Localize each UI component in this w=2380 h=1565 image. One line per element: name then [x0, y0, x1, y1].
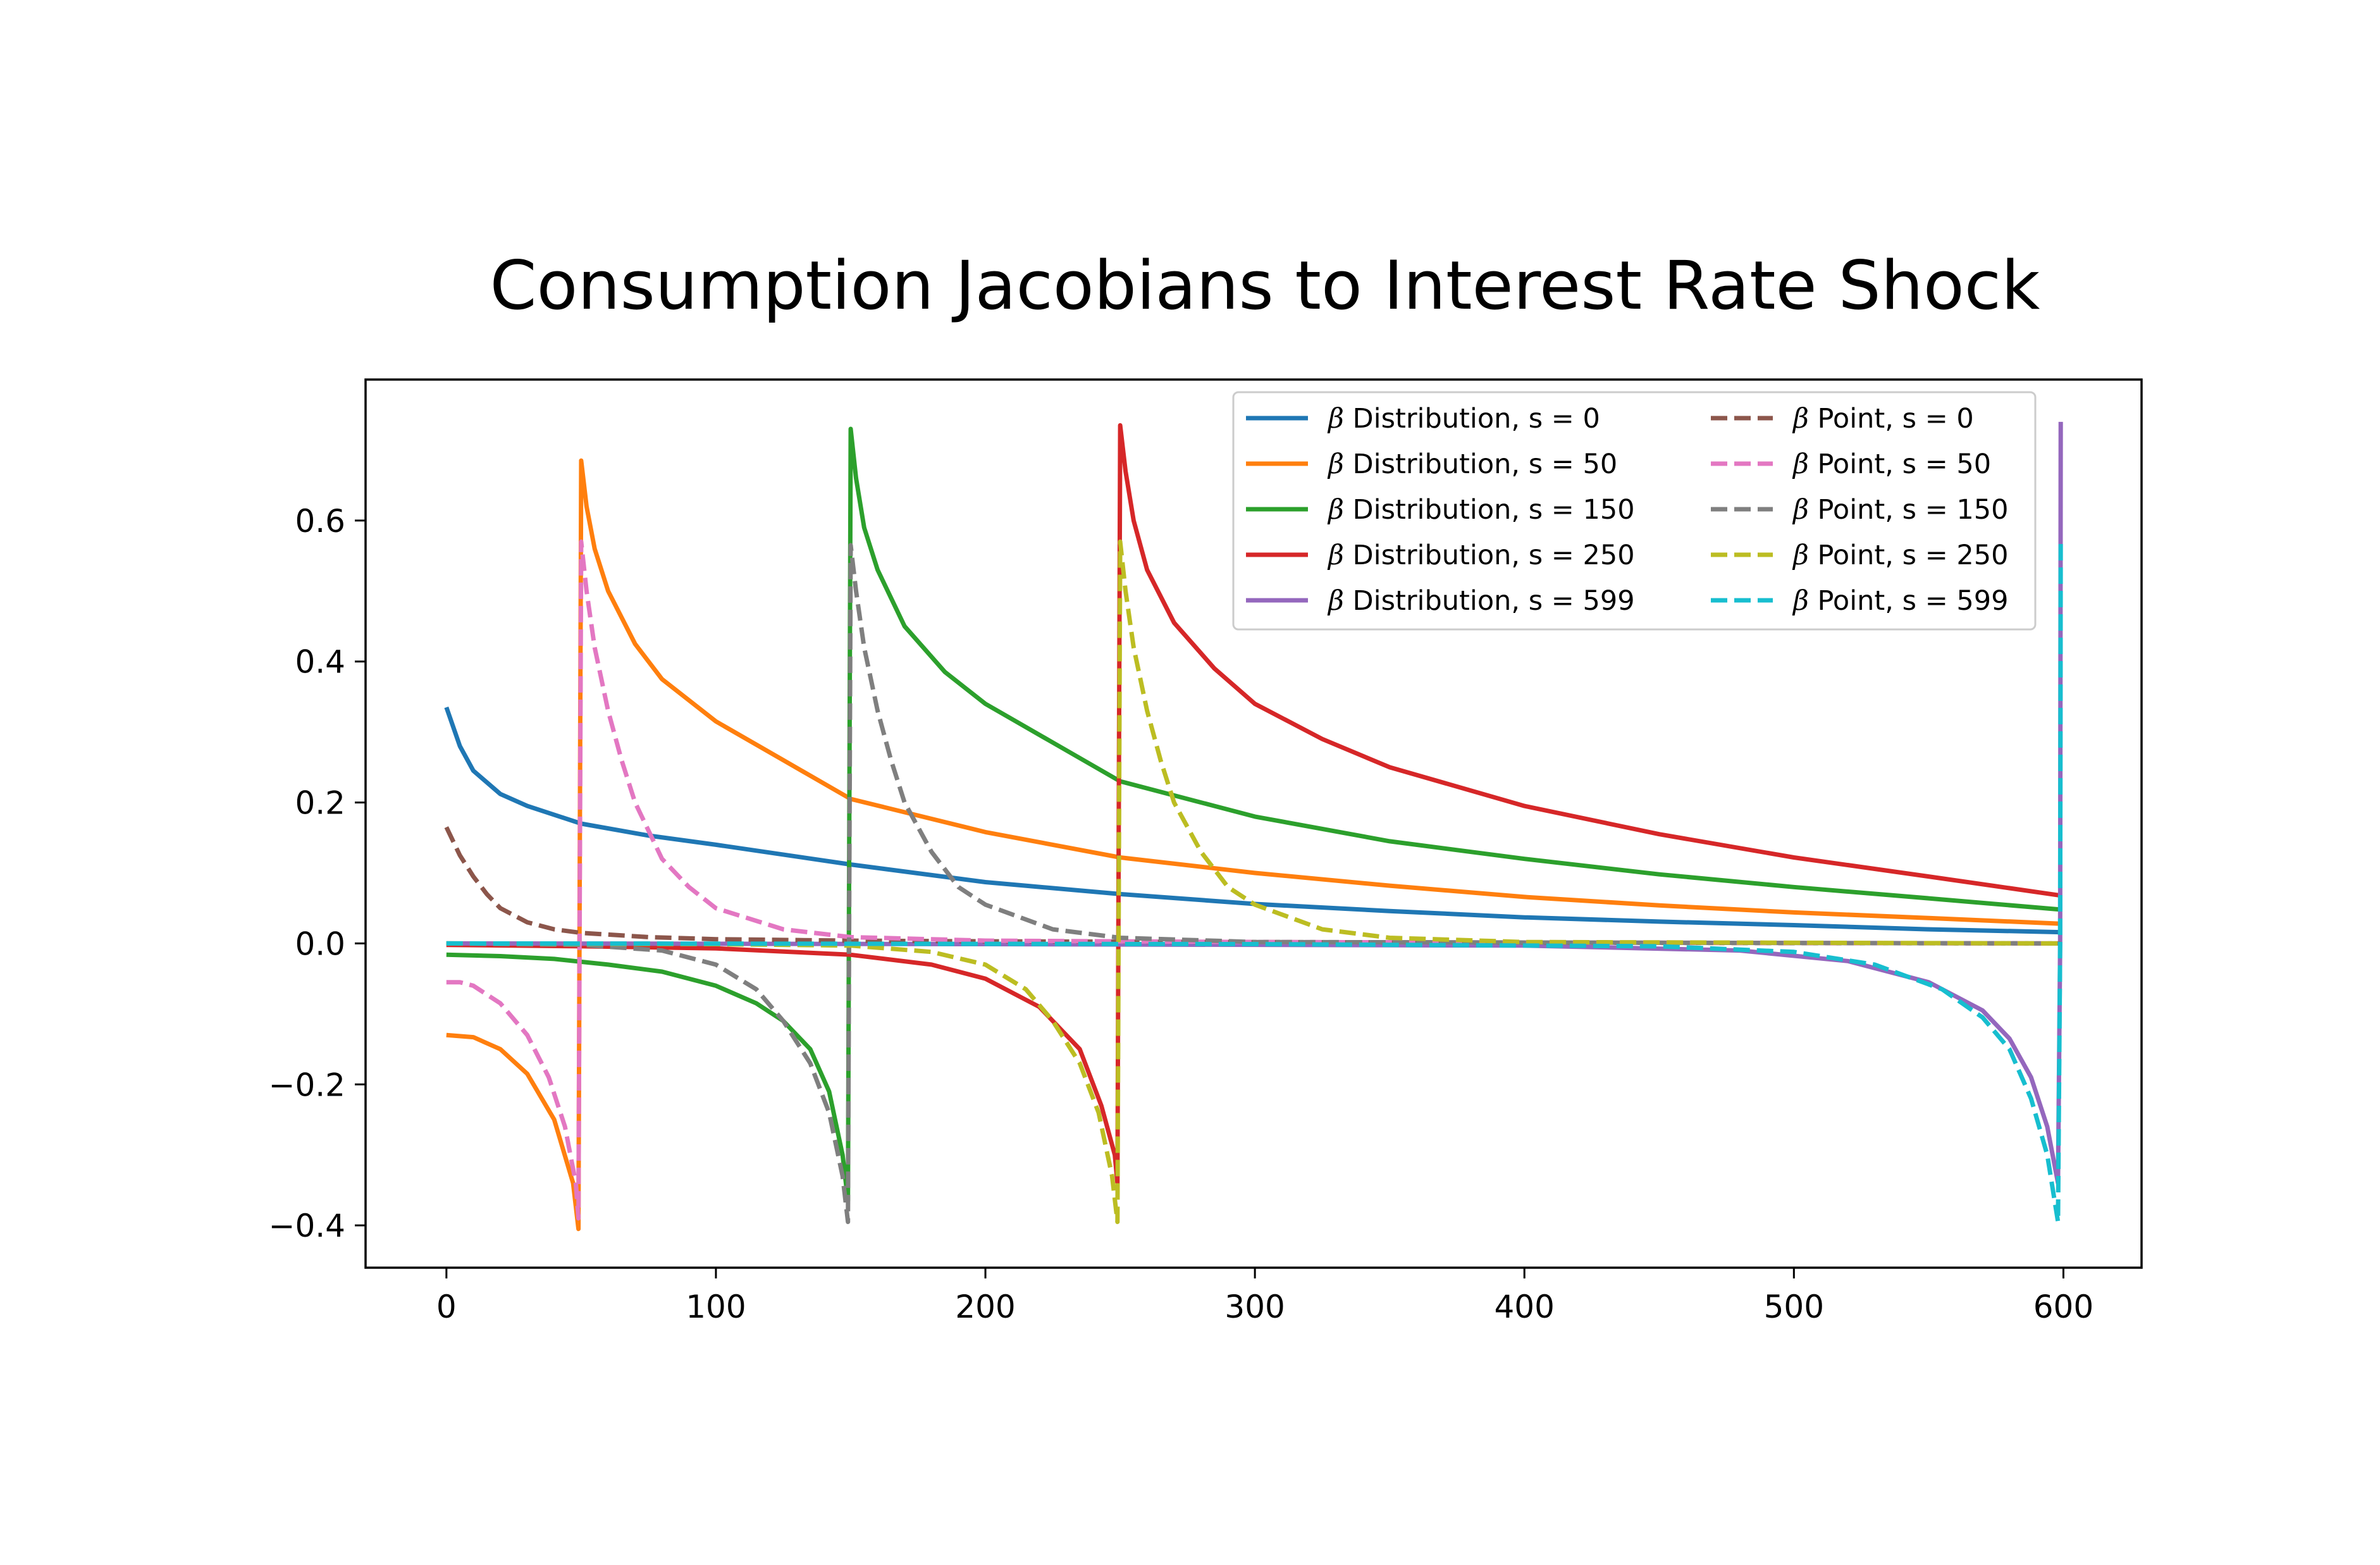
series-line	[446, 423, 2061, 1185]
series-line	[446, 426, 2061, 1203]
series-line	[446, 543, 2061, 1225]
series-line	[446, 458, 2061, 1232]
series-line	[446, 539, 2061, 1221]
y-tick-label: −0.4	[269, 1208, 345, 1244]
legend-entry-label: β Distribution, s = 599	[1327, 585, 1635, 617]
x-tick-label: 100	[686, 1289, 746, 1325]
x-tick-label: 300	[1224, 1289, 1285, 1325]
y-tick-label: 0.0	[295, 925, 345, 962]
legend-entry-label: β Point, s = 0	[1792, 403, 1974, 435]
legend-entry-label: β Point, s = 50	[1792, 448, 1991, 480]
legend-entry-label: β Distribution, s = 50	[1327, 448, 1617, 480]
series-layer	[444, 421, 2063, 1232]
plot-area: 0 100 200 300 400 500 600 −0.4 −0.2 0.0 0.2 0.4 0.6	[269, 378, 2143, 1325]
y-tick-label: 0.4	[295, 644, 345, 681]
x-tick-label: 0	[436, 1289, 457, 1325]
legend-entry-label: β Point, s = 250	[1792, 540, 2008, 571]
series-line	[446, 541, 2063, 1225]
series-line	[446, 539, 2061, 1225]
axes-frame	[364, 378, 2143, 1269]
y-tick-label: 0.2	[295, 785, 345, 822]
legend-entry-label: β Point, s = 150	[1792, 494, 2008, 526]
x-tick-label: 500	[1764, 1289, 1824, 1325]
x-axis: 0 100 200 300 400 500 600	[436, 1268, 2093, 1325]
legend-entry-label: β Point, s = 599	[1792, 585, 2008, 617]
x-tick-label: 400	[1495, 1289, 1555, 1325]
y-tick-label: 0.6	[295, 503, 345, 540]
series-line	[444, 706, 2061, 935]
y-tick-label: −0.2	[269, 1067, 345, 1103]
chart-title: Consumption Jacobians to Interest Rate S…	[490, 247, 2041, 325]
x-tick-label: 600	[2033, 1289, 2093, 1325]
legend-entry-label: β Distribution, s = 150	[1327, 494, 1635, 526]
x-tick-label: 200	[955, 1289, 1015, 1325]
legend-entry-label: β Distribution, s = 250	[1327, 540, 1635, 571]
legend-entry-label: β Distribution, s = 0	[1327, 403, 1600, 435]
legend-box	[1232, 391, 2037, 631]
legend: β Distribution, s = 0 β Distribution, s =…	[1232, 391, 2037, 631]
y-axis: −0.4 −0.2 0.0 0.2 0.4 0.6	[269, 503, 366, 1244]
